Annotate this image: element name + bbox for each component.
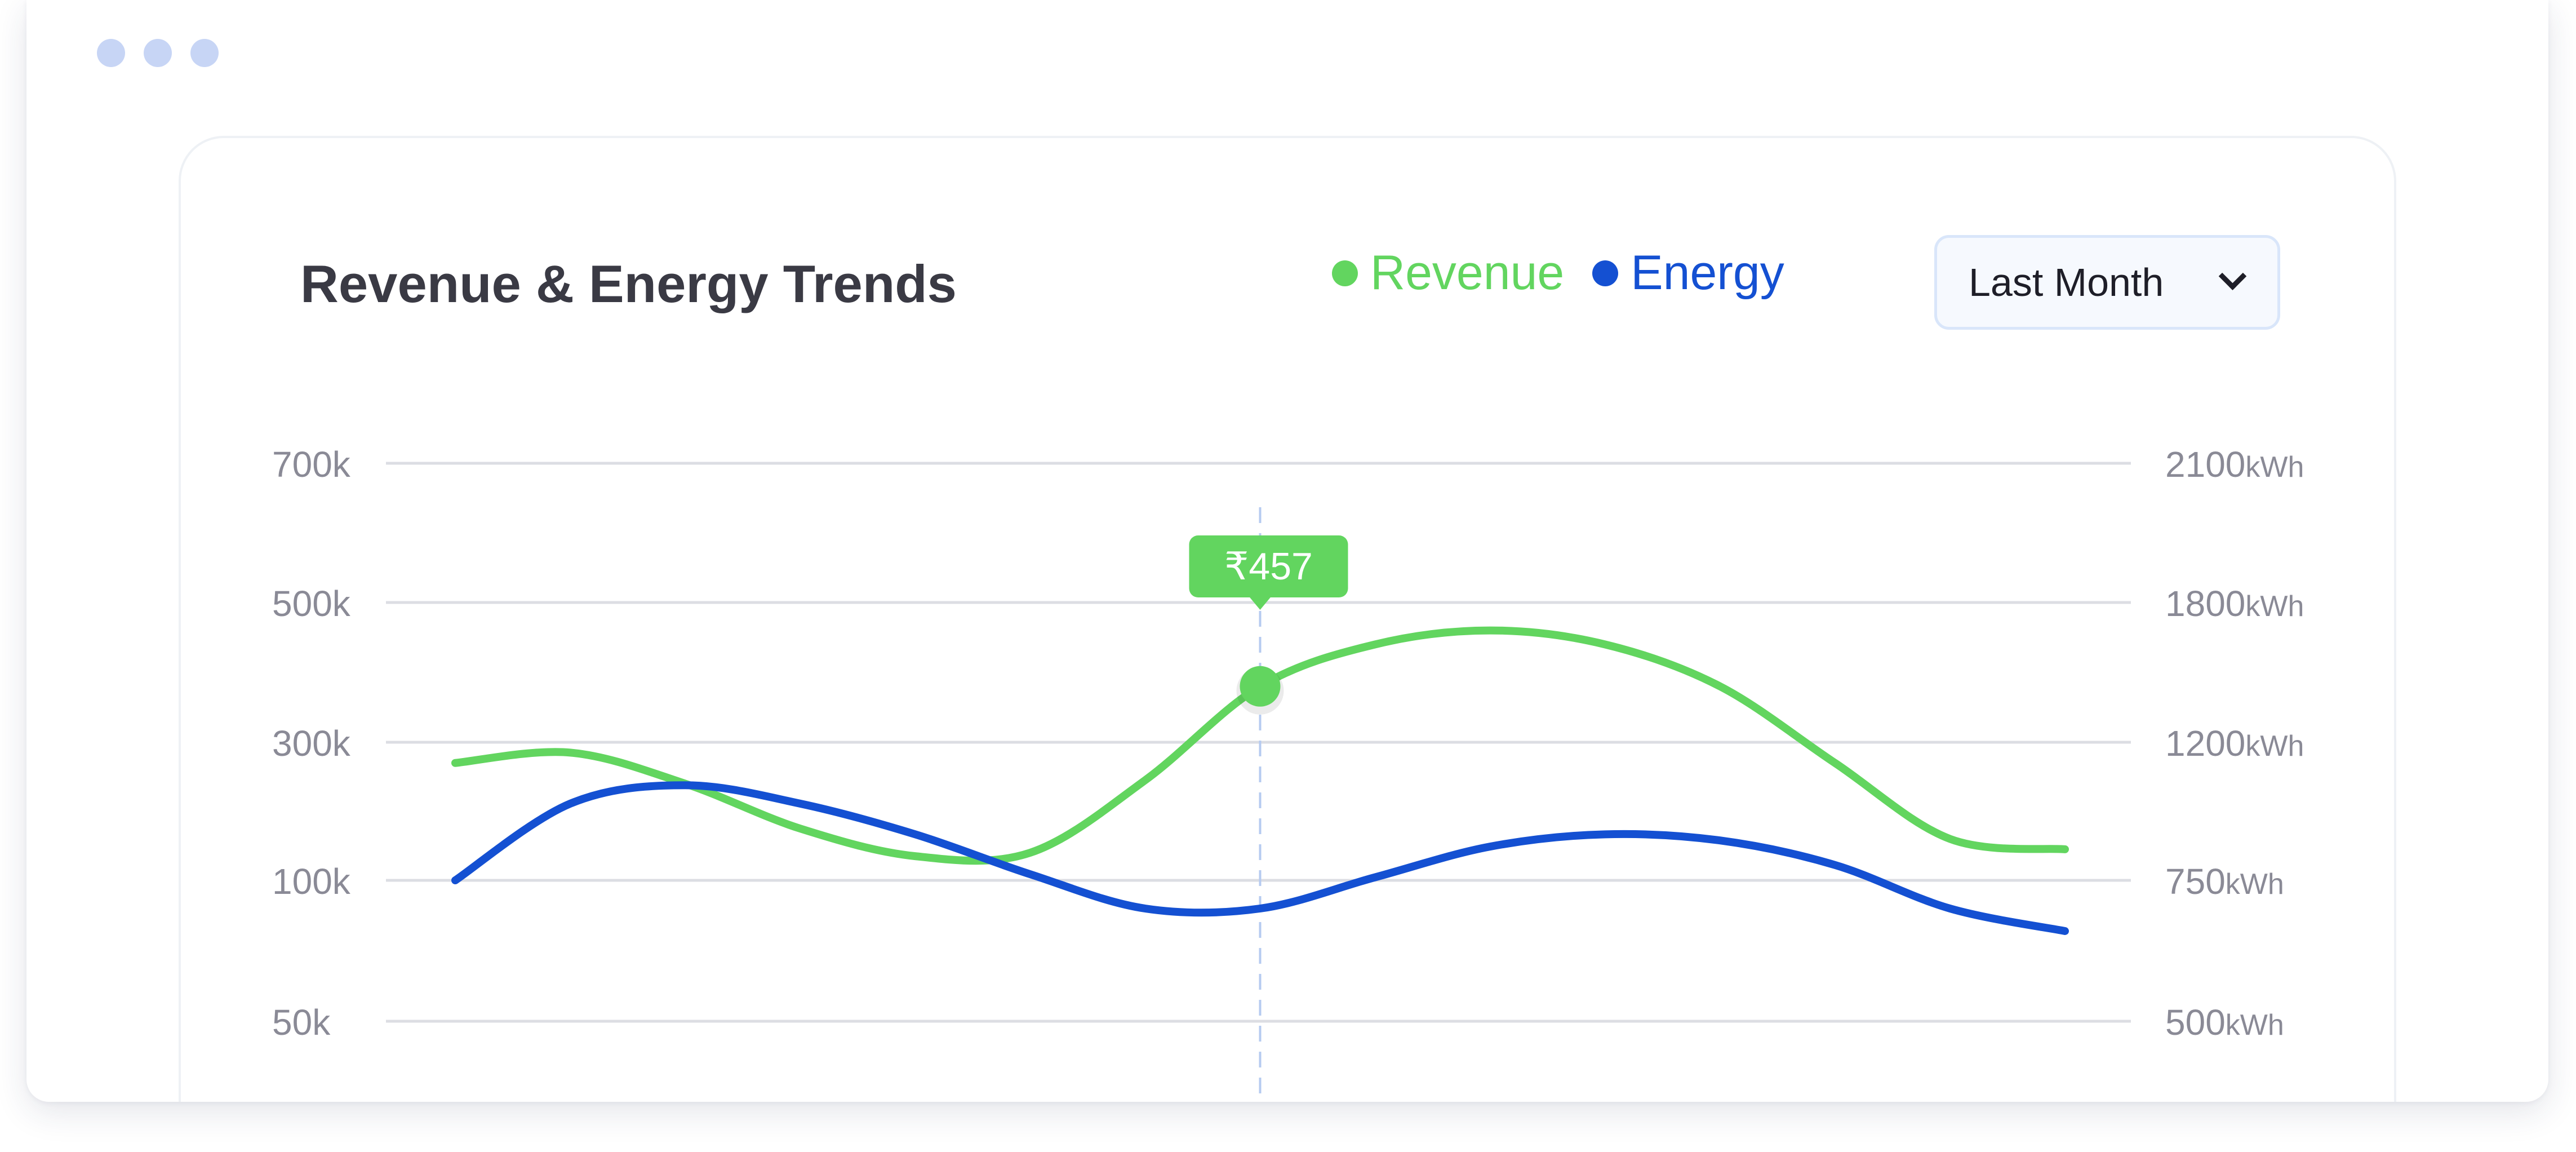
app-window: Revenue & Energy Trends Revenue Energy L… [26,0,2548,1102]
legend-label-revenue: Revenue [1370,246,1565,300]
period-dropdown[interactable]: Last Month [1934,235,2280,330]
window-dot-2[interactable] [144,39,172,67]
tooltip-label: ₹457 [1224,545,1313,588]
period-dropdown-value: Last Month [1969,260,2164,304]
chart-card: Revenue & Energy Trends Revenue Energy L… [179,136,2396,1102]
legend-dot-energy [1592,260,1619,286]
y-left-tick-label: 300k [272,723,351,764]
tooltip-box [1189,535,1348,597]
series-line-energy [451,781,2069,935]
y-left-tick-label: 700k [272,444,351,485]
chart-legend: Revenue Energy [1332,245,1784,301]
y-left-tick-label: 100k [272,861,351,902]
y-right-tick-label: 1800kWh [2165,583,2304,624]
window-dot-1[interactable] [97,39,125,67]
y-left-tick-label: 50k [272,1002,331,1043]
highlight-point [1240,666,1281,707]
y-right-tick-label: 1200kWh [2165,723,2304,764]
y-right-tick-label: 500kWh [2165,1002,2284,1043]
y-right-tick-label: 750kWh [2165,861,2284,902]
legend-item-energy[interactable]: Energy [1592,245,1784,301]
window-controls [97,39,219,67]
legend-dot-revenue [1332,260,1358,286]
y-right-tick-label: 2100kWh [2165,444,2304,485]
chart-title: Revenue & Energy Trends [300,254,957,313]
legend-label-energy: Energy [1631,246,1784,300]
window-dot-3[interactable] [190,39,219,67]
tooltip-pointer [1249,596,1272,610]
y-left-tick-label: 500k [272,583,351,624]
legend-item-revenue[interactable]: Revenue [1332,245,1564,301]
